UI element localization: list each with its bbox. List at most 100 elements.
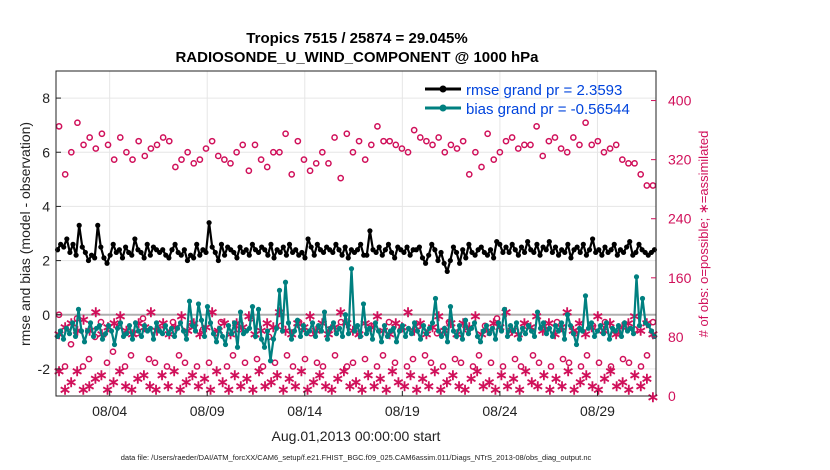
rmse-point [268, 241, 274, 247]
bias-point [348, 266, 355, 272]
bias-point [225, 322, 232, 329]
obs-assimilated-point: ∗ [261, 315, 274, 332]
rmse-point [336, 247, 342, 253]
rmse-point [422, 260, 429, 266]
obs-assimilated-point: ∗ [604, 363, 617, 380]
obs-assimilated-point: ∗ [180, 374, 193, 391]
obs-possible-point [121, 363, 129, 370]
rmse-point [537, 252, 543, 258]
obs-possible-point [190, 159, 198, 167]
obs-possible-point [263, 163, 271, 171]
obs-possible-point [643, 182, 651, 189]
x-tick-label: 08/24 [482, 403, 517, 419]
rmse-point [608, 247, 614, 253]
rmse-point [426, 252, 432, 258]
bias-point [525, 322, 532, 329]
plot-area [56, 71, 656, 396]
rmse-point [497, 241, 503, 247]
rmse-point [308, 244, 314, 250]
rmse-point [85, 257, 92, 264]
bias-point [288, 336, 295, 342]
obs-assimilated-point: ∗ [216, 374, 229, 391]
obs-possible-point [410, 126, 418, 134]
bias-point [459, 336, 466, 342]
bias-point [339, 333, 346, 340]
x-tick-label: 08/19 [385, 403, 420, 419]
rmse-point [280, 244, 286, 250]
bias-point [639, 295, 646, 302]
obs-assimilated-point: ∗ [265, 374, 278, 391]
obs-assimilated-point: ∗ [156, 367, 169, 384]
obs-assimilated-point: ∗ [59, 382, 72, 399]
bias-point [135, 328, 142, 334]
obs-possible-point [435, 134, 443, 141]
bias-point [615, 322, 622, 329]
obs-possible-point [403, 363, 411, 370]
bias-point [129, 336, 136, 342]
bias-point [177, 320, 184, 326]
y-tick-label-right: 320 [668, 152, 692, 168]
rmse-point [293, 247, 299, 253]
obs-possible-point [631, 159, 638, 167]
rmse-point [98, 244, 104, 250]
obs-assimilated-point: ∗ [641, 371, 654, 388]
obs-assimilated-point: ∗ [53, 363, 66, 380]
bias-point [618, 333, 625, 340]
obs-possible-point [517, 363, 525, 370]
bias-point [513, 320, 520, 326]
rmse-point [95, 222, 101, 228]
bias-point [222, 341, 229, 348]
legend: rmse grand pr = 2.3593 bias grand pr = -… [425, 82, 630, 118]
obs-assimilated-point: ∗ [113, 363, 126, 380]
bias-point [351, 328, 358, 334]
obs-possible-point [92, 145, 100, 152]
obs-assimilated-point: ∗ [416, 371, 429, 388]
x-tick-label: 08/04 [92, 403, 127, 419]
obs-possible-point [527, 141, 534, 149]
bias-point [477, 339, 484, 345]
obs-assimilated-point: ∗ [71, 363, 84, 380]
rmse-point [119, 255, 126, 261]
rmse-point [599, 252, 605, 258]
rmse-point [342, 244, 348, 250]
rmse-point [302, 255, 308, 261]
bias-point [393, 339, 400, 345]
rmse-point [472, 252, 478, 258]
bias-point [582, 293, 589, 299]
obs-assimilated-point: ∗ [398, 378, 411, 395]
rmse-point [373, 249, 379, 256]
rmse-point [82, 249, 88, 256]
rmse-point [491, 255, 497, 261]
rmse-point [169, 247, 175, 253]
rmse-point [234, 255, 240, 261]
bias-point [417, 336, 424, 342]
bias-point [441, 325, 448, 331]
rmse-point [419, 255, 426, 261]
rmse-point [503, 244, 509, 250]
obs-assimilated-point: ∗ [489, 382, 502, 399]
bias-point [453, 333, 460, 340]
bias-point [255, 306, 262, 312]
bias-point [123, 331, 130, 337]
obs-possible-point [457, 359, 465, 367]
obs-possible-point [625, 359, 633, 367]
obs-assimilated-point: ∗ [538, 367, 551, 384]
rmse-point [110, 241, 116, 247]
bias-point [591, 333, 598, 340]
bias-point [528, 328, 535, 334]
bias-point [621, 320, 628, 326]
x-tick-label: 08/14 [287, 403, 322, 419]
rmse-point [314, 241, 320, 247]
bias-point [249, 304, 256, 310]
obs-assimilated-point: ∗ [332, 371, 345, 388]
bias-point [75, 306, 82, 312]
bias-point [471, 320, 478, 326]
bias-point [246, 325, 253, 331]
rmse-point [265, 252, 271, 258]
bias-point [630, 331, 637, 337]
bias-point [420, 322, 427, 329]
bias-point [270, 336, 277, 342]
obs-possible-point [288, 171, 296, 178]
bias-point [444, 339, 451, 345]
rmse-point [531, 249, 537, 256]
